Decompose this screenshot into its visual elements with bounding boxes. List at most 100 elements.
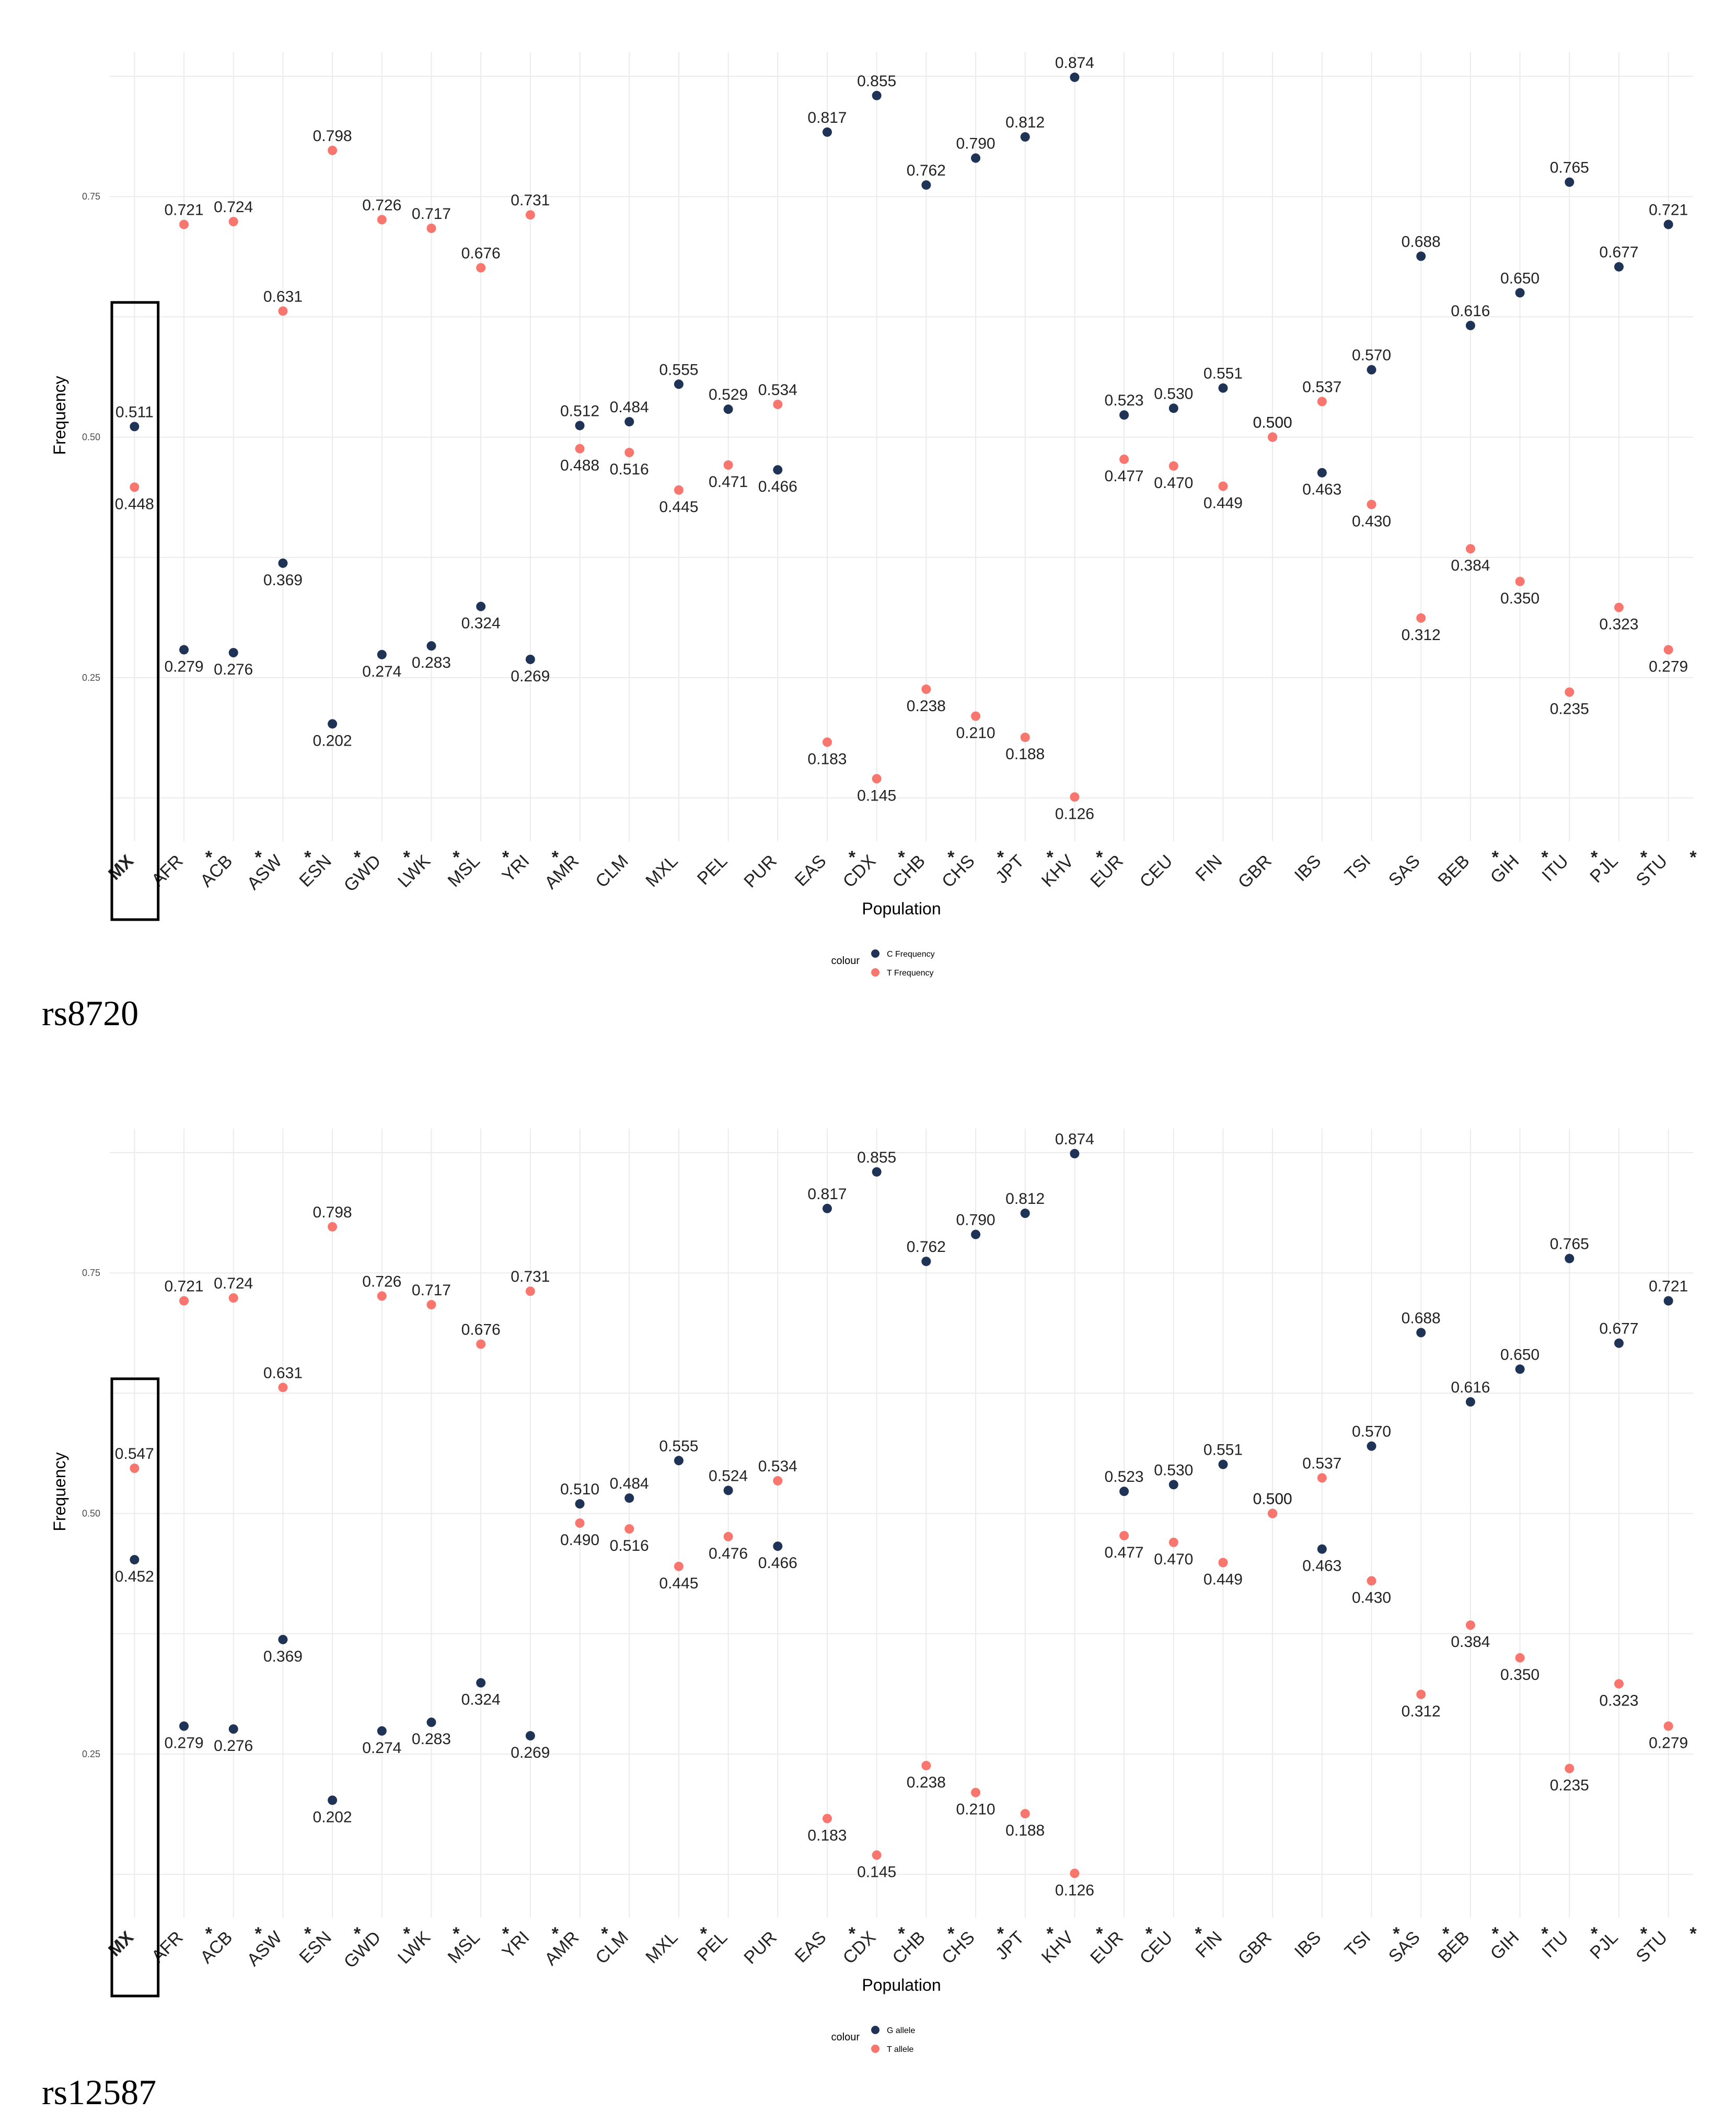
data-label: 0.276: [214, 1737, 253, 1755]
data-label: 0.235: [1550, 701, 1589, 718]
data-label: 0.500: [1253, 1491, 1292, 1508]
data-label: 0.765: [1550, 159, 1589, 177]
data-label: 0.500: [1253, 414, 1292, 432]
data-point: [476, 263, 486, 273]
data-point: [328, 145, 338, 155]
significance-marker: *: [1096, 1924, 1103, 1944]
data-label: 0.449: [1203, 1571, 1243, 1588]
data-point: [723, 404, 733, 414]
data-label: 0.874: [1055, 54, 1094, 72]
data-point: [1614, 1338, 1624, 1348]
significance-marker: *: [453, 1924, 460, 1944]
data-label: 0.516: [610, 1537, 649, 1554]
legend-label: G allele: [887, 2026, 915, 2035]
x-tick-label: IBS: [1291, 851, 1325, 886]
data-label: 0.726: [362, 1273, 401, 1290]
significance-marker: *: [403, 848, 411, 867]
significance-marker: *: [552, 848, 559, 867]
data-label: 0.384: [1451, 1633, 1490, 1651]
data-label: 0.547: [115, 1445, 154, 1463]
significance-marker: *: [1046, 1924, 1054, 1944]
data-label: 0.274: [362, 1739, 401, 1757]
data-label: 0.762: [907, 162, 946, 179]
data-label: 0.874: [1055, 1131, 1094, 1148]
data-point: [921, 1257, 931, 1267]
x-tick-label: SAS: [1385, 1928, 1424, 1967]
data-label: 0.511: [115, 403, 154, 421]
highlight-box: [110, 1377, 160, 1998]
chart-panel-rs8720: 0.25 0.50 0.75 Frequency MX AFR * ACB * ASW * ESN * G…: [0, 0, 1736, 1045]
data-point: [1465, 1620, 1475, 1630]
data-point: [1565, 687, 1575, 697]
data-point: [1020, 733, 1030, 742]
data-label: 0.463: [1302, 1558, 1341, 1575]
data-label: 0.202: [313, 732, 352, 749]
significance-marker: *: [947, 848, 955, 867]
data-point: [674, 485, 684, 495]
data-label: 0.183: [807, 1827, 847, 1844]
data-point: [1663, 645, 1673, 655]
data-label: 0.855: [857, 73, 896, 90]
data-label: 0.812: [1005, 114, 1045, 131]
data-label: 0.276: [214, 661, 253, 678]
significance-marker: *: [997, 1924, 1004, 1944]
data-point: [328, 719, 338, 729]
significance-marker: *: [1689, 848, 1697, 867]
highlight-box: [110, 301, 160, 921]
data-point: [1218, 481, 1228, 491]
data-label: 0.731: [511, 1268, 550, 1285]
data-point: [1168, 461, 1178, 471]
data-point: [1119, 454, 1129, 464]
data-label: 0.530: [1154, 385, 1193, 402]
data-label: 0.350: [1500, 590, 1540, 607]
data-label: 0.790: [956, 1212, 995, 1229]
x-tick-label: GBR: [1234, 851, 1276, 892]
data-label: 0.269: [511, 1744, 550, 1761]
data-point: [1367, 1441, 1376, 1451]
data-point: [525, 1731, 535, 1740]
significance-marker: *: [354, 848, 361, 867]
data-point: [1465, 544, 1475, 554]
data-point: [822, 127, 832, 137]
significance-marker: *: [1046, 848, 1054, 867]
x-tick-label: GWD: [340, 851, 385, 896]
data-point: [1317, 1473, 1327, 1483]
data-point: [426, 641, 436, 651]
data-label: 0.650: [1500, 270, 1540, 287]
data-point: [575, 1499, 585, 1509]
x-tick-label: AFR: [148, 1928, 187, 1967]
y-tick-label: 0.25: [82, 1749, 100, 1759]
x-tick-label: PUR: [740, 851, 781, 892]
x-tick-label: GBR: [1234, 1928, 1276, 1969]
data-point: [1119, 1530, 1129, 1540]
x-tick-label: CEU: [1136, 851, 1177, 892]
data-point: [872, 90, 882, 100]
significance-marker: *: [898, 1924, 905, 1944]
data-label: 0.323: [1599, 1692, 1638, 1710]
data-label: 0.616: [1451, 303, 1490, 320]
data-label: 0.490: [560, 1531, 599, 1549]
data-label: 0.534: [758, 381, 797, 399]
data-point: [1614, 262, 1624, 272]
x-tick-label: CLM: [592, 851, 632, 892]
data-label: 0.269: [511, 668, 550, 685]
data-label: 0.350: [1500, 1666, 1540, 1684]
data-point: [476, 601, 486, 611]
data-point: [971, 711, 981, 721]
data-point: [426, 1717, 436, 1727]
significance-marker: *: [700, 1924, 708, 1944]
data-point: [723, 1531, 733, 1541]
data-point: [1367, 365, 1376, 375]
data-point: [130, 422, 140, 432]
data-label: 0.570: [1352, 347, 1391, 364]
data-point: [1465, 1397, 1475, 1407]
x-tick-label: PUR: [740, 1928, 781, 1968]
significance-marker: *: [1591, 848, 1598, 867]
data-label: 0.477: [1105, 468, 1144, 485]
data-label: 0.323: [1599, 616, 1638, 633]
data-point: [130, 1464, 140, 1473]
data-point: [228, 648, 238, 658]
significance-marker: *: [502, 848, 510, 867]
data-label: 0.721: [164, 1278, 203, 1295]
